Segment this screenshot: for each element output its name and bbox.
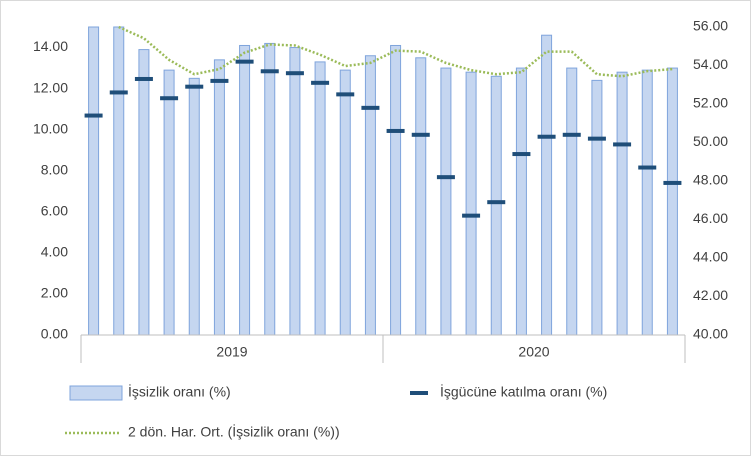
- marker: [537, 134, 556, 139]
- bar: [616, 71, 628, 336]
- marker: [638, 165, 657, 170]
- bar: [339, 69, 351, 336]
- marker: [285, 71, 304, 76]
- marker: [84, 113, 103, 118]
- marker: [235, 59, 254, 64]
- y-tick-label: 8.00: [41, 161, 68, 177]
- bar: [566, 67, 578, 336]
- marker: [562, 132, 581, 137]
- bar: [440, 67, 452, 336]
- y2-tick-label: 44.00: [693, 249, 728, 265]
- legend-swatch: [410, 391, 428, 395]
- y2-tick-label: 42.00: [693, 287, 728, 303]
- bar: [666, 67, 678, 336]
- y2-tick-label: 56.00: [693, 18, 728, 34]
- marker: [160, 96, 179, 101]
- bar: [314, 61, 326, 336]
- y-tick-label: 14.00: [33, 38, 68, 54]
- bar: [213, 59, 225, 336]
- marker: [311, 80, 330, 85]
- marker: [613, 142, 632, 147]
- bar: [364, 55, 376, 336]
- marker: [512, 152, 531, 157]
- y-tick-label: 4.00: [41, 244, 68, 260]
- bar: [415, 57, 427, 336]
- bar: [138, 49, 150, 336]
- marker: [361, 105, 380, 110]
- bar: [591, 79, 603, 336]
- marker: [663, 180, 682, 185]
- marker: [109, 90, 128, 95]
- bar: [541, 34, 553, 336]
- marker: [336, 92, 355, 97]
- x-group-label: 2019: [216, 344, 247, 360]
- bar: [113, 26, 125, 336]
- bar: [515, 67, 527, 336]
- marker: [436, 175, 455, 180]
- marker: [462, 213, 481, 218]
- x-group-label: 2020: [518, 344, 549, 360]
- marker: [411, 132, 430, 137]
- marker: [386, 128, 405, 133]
- marker: [487, 200, 506, 205]
- y2-tick-label: 48.00: [693, 172, 728, 188]
- bar: [239, 44, 251, 336]
- marker: [210, 78, 229, 83]
- y2-tick-label: 40.00: [693, 326, 728, 342]
- marker: [260, 69, 279, 74]
- bar: [289, 47, 301, 336]
- y2-tick-label: 54.00: [693, 56, 728, 72]
- y-tick-label: 10.00: [33, 120, 68, 136]
- legend-label: 2 dön. Har. Ort. (İşsizlik oranı (%)): [128, 423, 340, 440]
- y-tick-label: 2.00: [41, 285, 68, 301]
- y-tick-label: 6.00: [41, 203, 68, 219]
- bar: [465, 71, 477, 336]
- moving-average-line: [118, 25, 673, 78]
- marker: [134, 76, 153, 81]
- bar: [490, 75, 502, 336]
- legend-swatch: [69, 385, 123, 401]
- marker: [587, 136, 606, 141]
- bar: [390, 44, 402, 336]
- y2-tick-label: 52.00: [693, 95, 728, 111]
- bar: [188, 77, 200, 336]
- legend-label: İşgücüne katılma oranı (%): [440, 383, 607, 400]
- bar: [88, 26, 100, 336]
- bar: [163, 69, 175, 336]
- y2-tick-label: 50.00: [693, 133, 728, 149]
- y2-tick-label: 46.00: [693, 210, 728, 226]
- legend-label: İşsizlik oranı (%): [128, 383, 231, 400]
- marker: [185, 84, 204, 89]
- y-tick-label: 12.00: [33, 79, 68, 95]
- y-tick-label: 0.00: [41, 326, 68, 342]
- bar: [264, 42, 276, 336]
- bar: [641, 69, 653, 336]
